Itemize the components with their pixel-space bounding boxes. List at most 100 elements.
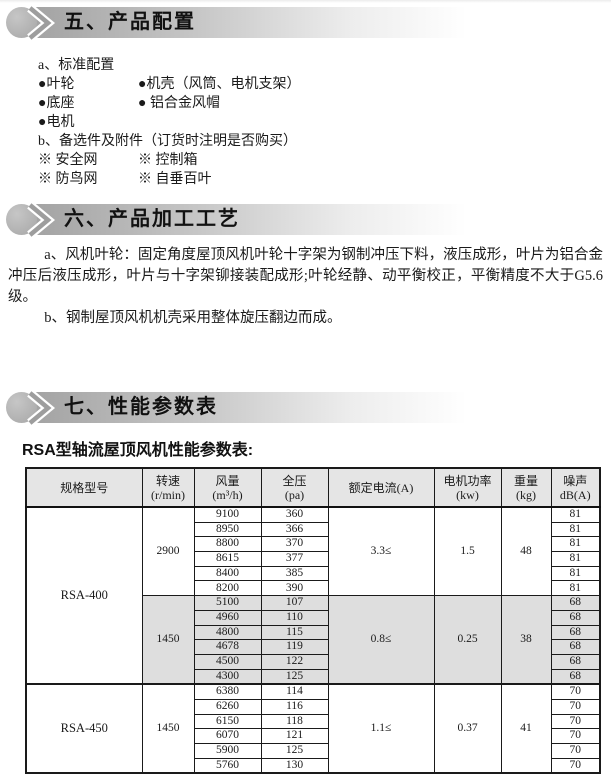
table-row: 8400 385 81 — [26, 565, 601, 582]
bullet-item: ● 铝合金风帽 — [138, 96, 220, 111]
cell-current: 0.8≤ — [327, 595, 435, 685]
standard-config-list: a、标准配置 ●叶轮 ●机壳（风筒、电机支架） ●底座 ● 铝合金风帽 ●电机 … — [38, 56, 611, 189]
table-row: 8200 390 81 — [26, 580, 601, 597]
cell-current: 1.1≤ — [327, 683, 435, 774]
cell-flow: 8800 — [193, 536, 262, 553]
column-header: 电机功率 (kw) — [433, 467, 502, 508]
cell-pressure: 119 — [260, 639, 329, 655]
cell-noise: 70 — [550, 698, 601, 715]
cell-flow: 9100 — [193, 505, 262, 523]
section-banner-performance: 七、性能参数表 — [0, 390, 611, 426]
banner-gradient-bar — [34, 204, 611, 235]
list-item: ●底座 ● 铝合金风帽 — [38, 94, 611, 113]
cell-pressure: 360 — [260, 505, 329, 523]
chevron-right-icon — [27, 202, 56, 238]
cell-flow: 5760 — [193, 757, 262, 774]
table-row: 8950 366 81 — [26, 521, 601, 538]
cell-flow: 4300 — [193, 668, 262, 685]
list-item: ※ 安全网 ※ 控制箱 — [38, 151, 611, 170]
cell-pressure: 121 — [260, 728, 329, 744]
cell-pressure: 118 — [260, 713, 329, 730]
cell-pressure: 116 — [260, 698, 329, 715]
cell-pressure: 370 — [260, 536, 329, 553]
cell-pressure: 385 — [260, 565, 329, 582]
paragraph-b: b、钢制屋顶风机机壳采用整体旋压翻边而成。 — [44, 310, 342, 326]
column-header: 转速 (r/min) — [141, 467, 195, 508]
option-item: ※ 防鸟网 — [38, 172, 98, 187]
cell-noise: 81 — [550, 551, 601, 567]
cell-noise: 68 — [550, 595, 601, 611]
cell-model: RSA-400 — [25, 505, 143, 685]
list-item: ●叶轮 ●机壳（风筒、电机支架） — [38, 75, 611, 94]
cell-flow: 6070 — [193, 728, 262, 744]
cell-pressure: 390 — [260, 580, 329, 597]
table-row: RSA-400 2900 9100 360 3.3≤ 1.5 48 81 — [25, 505, 601, 685]
list-item: ※ 防鸟网 ※ 自垂百叶 — [38, 170, 611, 189]
cell-pressure: 125 — [260, 668, 329, 685]
cell-flow: 5100 — [193, 595, 262, 611]
cell-pressure: 366 — [260, 521, 329, 538]
section-banner-process: 六、产品加工工艺 — [0, 202, 611, 238]
cell-flow: 6260 — [193, 698, 262, 715]
bullet-item: ●机壳（风筒、电机支架） — [138, 77, 301, 92]
table-row: 4300 125 68 — [26, 668, 601, 685]
table-row: 6260 116 70 — [26, 698, 601, 715]
cell-current: 3.3≤ — [327, 506, 435, 597]
bullet-item: ●底座 — [38, 96, 75, 111]
banner-gradient-bar — [34, 392, 611, 423]
table-row: 4800 115 68 — [26, 624, 601, 641]
table-row: 4960 110 68 — [26, 609, 601, 626]
cell-flow: 6150 — [193, 713, 262, 730]
config-label-b: b、备选件及附件（订货时注明是否购买） — [38, 134, 297, 149]
column-header: 噪声 dB(A) — [550, 467, 601, 508]
section-title: 五、产品配置 — [64, 11, 196, 33]
cell-weight: 38 — [500, 595, 552, 685]
table-caption: RSA型轴流屋顶风机性能参数表: — [22, 442, 254, 459]
cell-pressure: 115 — [260, 624, 329, 641]
cell-noise: 70 — [550, 728, 601, 744]
table-row: 1450 5100 107 0.8≤ 0.25 38 68 — [26, 595, 601, 685]
cell-noise: 68 — [550, 624, 601, 641]
chevron-right-icon — [27, 5, 56, 41]
cell-pressure: 107 — [260, 595, 329, 611]
bullet-item: ●电机 — [38, 115, 75, 130]
cell-noise: 70 — [550, 757, 601, 774]
cell-flow: 8950 — [193, 521, 262, 538]
cell-power: 1.5 — [433, 506, 502, 597]
page-top-strip — [0, 0, 611, 3]
table-row: RSA-450 1450 6380 114 1.1≤ 0.37 41 70 — [25, 683, 601, 774]
cell-flow: 4678 — [193, 639, 262, 655]
cell-noise: 68 — [550, 609, 601, 626]
section-title: 七、性能参数表 — [64, 396, 218, 418]
cell-pressure: 122 — [260, 653, 329, 670]
cell-weight: 41 — [500, 683, 552, 774]
cell-noise: 70 — [550, 713, 601, 730]
bullet-item — [138, 113, 611, 132]
cell-flow: 8400 — [193, 565, 262, 582]
cell-flow: 8615 — [193, 551, 262, 567]
process-paragraphs: a、风机叶轮：固定角度屋顶风机叶轮十字架为钢制冲压下料，液压成形，叶片为铝合金冲… — [8, 245, 603, 329]
cell-noise: 81 — [550, 580, 601, 597]
cell-speed: 1450 — [141, 683, 195, 774]
option-item: ※ 控制箱 — [138, 153, 198, 168]
cell-speed: 2900 — [141, 506, 195, 597]
cell-flow: 6380 — [193, 683, 262, 700]
cell-weight: 48 — [500, 506, 552, 597]
column-header: 重量 (kg) — [500, 467, 552, 508]
perf-table-head: 规格型号 转速 (r/min) 风量 (m³/h) 全压 (pa) 额定电流(A) 电机功率 (k… — [25, 467, 601, 508]
cell-noise: 81 — [550, 521, 601, 538]
cell-noise: 81 — [550, 565, 601, 582]
cell-noise: 68 — [550, 668, 601, 685]
table-row: 4500 122 68 — [26, 653, 601, 670]
banner-gradient-bar — [34, 7, 611, 38]
option-item: ※ 安全网 — [38, 153, 98, 168]
cell-noise: 70 — [550, 743, 601, 759]
cell-noise: 81 — [550, 536, 601, 553]
config-label-a: a、标准配置 — [38, 58, 115, 73]
table-row: 6150 118 70 — [26, 713, 601, 730]
column-header: 全压 (pa) — [260, 467, 329, 508]
cell-pressure: 125 — [260, 743, 329, 759]
cell-flow: 8200 — [193, 580, 262, 597]
cell-power: 0.37 — [433, 683, 502, 774]
